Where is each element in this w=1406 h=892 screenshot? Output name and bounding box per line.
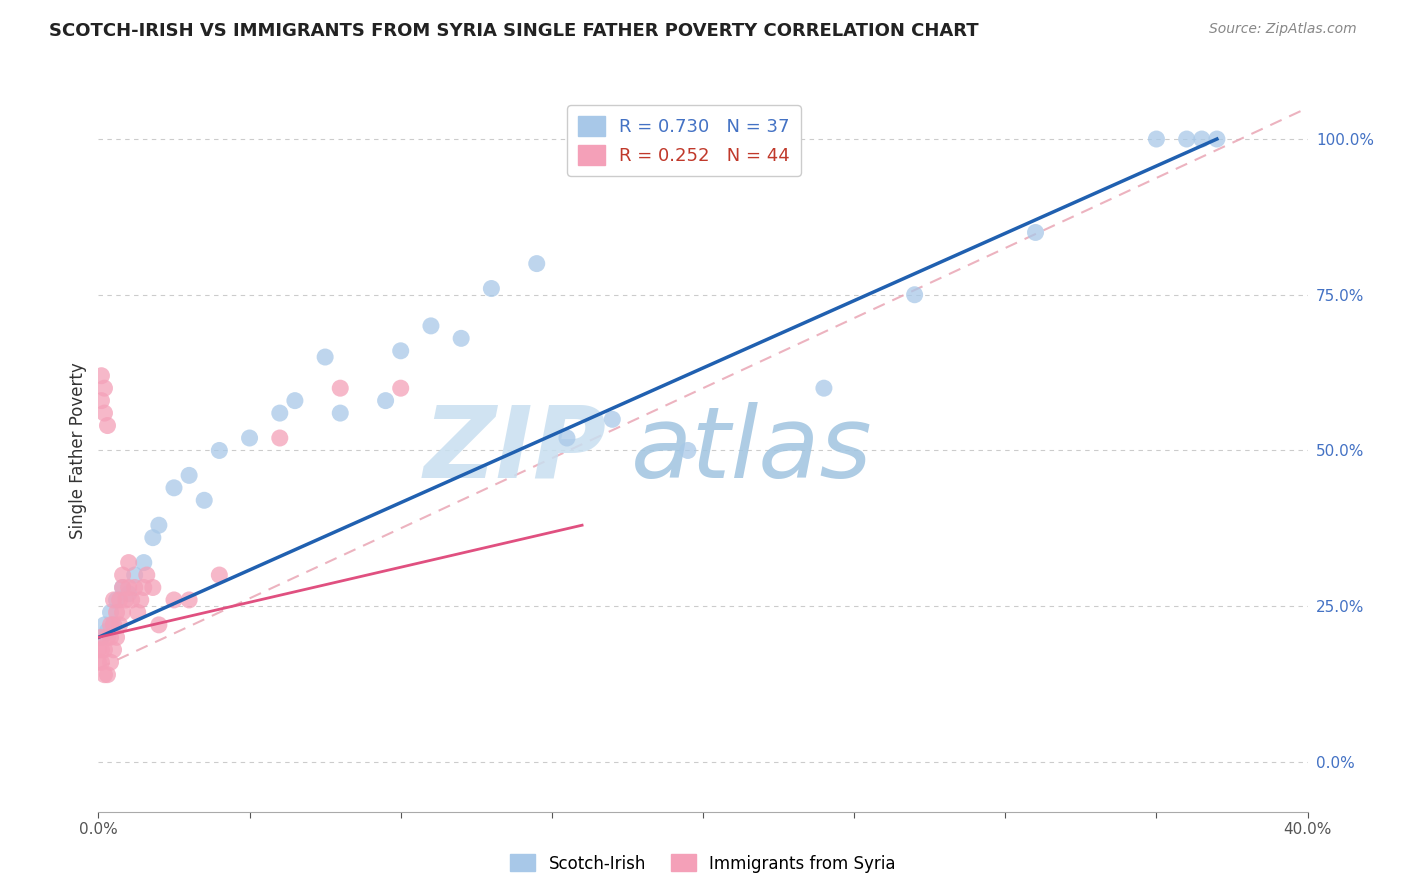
Point — [374, 393, 396, 408]
Point — [148, 618, 170, 632]
Point — [269, 431, 291, 445]
Text: SCOTCH-IRISH VS IMMIGRANTS FROM SYRIA SINGLE FATHER POVERTY CORRELATION CHART: SCOTCH-IRISH VS IMMIGRANTS FROM SYRIA SI… — [49, 22, 979, 40]
Point — [179, 468, 201, 483]
Point — [93, 642, 115, 657]
Point — [111, 581, 134, 595]
Point — [1191, 132, 1213, 146]
Point — [96, 667, 118, 681]
Point — [96, 624, 118, 639]
Point — [124, 581, 146, 595]
Point — [1206, 132, 1229, 146]
Point — [121, 593, 143, 607]
Point — [676, 443, 699, 458]
Point — [420, 318, 443, 333]
Point — [239, 431, 262, 445]
Point — [90, 630, 112, 644]
Point — [105, 593, 128, 607]
Point — [284, 393, 307, 408]
Point — [93, 618, 115, 632]
Point — [124, 568, 146, 582]
Point — [111, 581, 134, 595]
Point — [100, 618, 122, 632]
Point — [118, 587, 141, 601]
Point — [111, 568, 134, 582]
Point — [108, 593, 131, 607]
Point — [526, 257, 548, 271]
Point — [96, 630, 118, 644]
Text: Source: ZipAtlas.com: Source: ZipAtlas.com — [1209, 22, 1357, 37]
Point — [329, 381, 352, 395]
Point — [132, 581, 155, 595]
Legend: R = 0.730   N = 37, R = 0.252   N = 44: R = 0.730 N = 37, R = 0.252 N = 44 — [567, 105, 801, 176]
Point — [103, 593, 125, 607]
Point — [105, 630, 128, 644]
Point — [87, 642, 110, 657]
Y-axis label: Single Father Poverty: Single Father Poverty — [69, 362, 87, 539]
Point — [193, 493, 215, 508]
Point — [103, 642, 125, 657]
Point — [100, 655, 122, 669]
Point — [87, 655, 110, 669]
Point — [90, 368, 112, 383]
Point — [329, 406, 352, 420]
Point — [389, 381, 412, 395]
Point — [135, 568, 157, 582]
Point — [555, 431, 578, 445]
Point — [105, 606, 128, 620]
Point — [163, 481, 186, 495]
Point — [148, 518, 170, 533]
Point — [93, 667, 115, 681]
Point — [389, 343, 412, 358]
Point — [129, 593, 152, 607]
Point — [1175, 132, 1198, 146]
Point — [90, 630, 112, 644]
Point — [93, 381, 115, 395]
Point — [142, 581, 165, 595]
Point — [904, 287, 927, 301]
Point — [602, 412, 624, 426]
Point — [813, 381, 835, 395]
Point — [103, 618, 125, 632]
Point — [1144, 132, 1167, 146]
Point — [481, 281, 503, 295]
Point — [90, 642, 112, 657]
Point — [90, 393, 112, 408]
Point — [118, 581, 141, 595]
Point — [132, 556, 155, 570]
Legend: Scotch-Irish, Immigrants from Syria: Scotch-Irish, Immigrants from Syria — [503, 847, 903, 880]
Point — [269, 406, 291, 420]
Point — [179, 593, 201, 607]
Point — [163, 593, 186, 607]
Point — [108, 618, 131, 632]
Point — [208, 568, 231, 582]
Point — [142, 531, 165, 545]
Point — [114, 593, 136, 607]
Point — [96, 418, 118, 433]
Point — [314, 350, 336, 364]
Point — [111, 606, 134, 620]
Text: atlas: atlas — [630, 402, 872, 499]
Point — [103, 618, 125, 632]
Point — [100, 606, 122, 620]
Point — [100, 630, 122, 644]
Point — [1024, 226, 1046, 240]
Text: ZIP: ZIP — [423, 402, 606, 499]
Point — [127, 606, 149, 620]
Point — [118, 556, 141, 570]
Point — [208, 443, 231, 458]
Point — [450, 331, 472, 345]
Point — [90, 655, 112, 669]
Point — [93, 406, 115, 420]
